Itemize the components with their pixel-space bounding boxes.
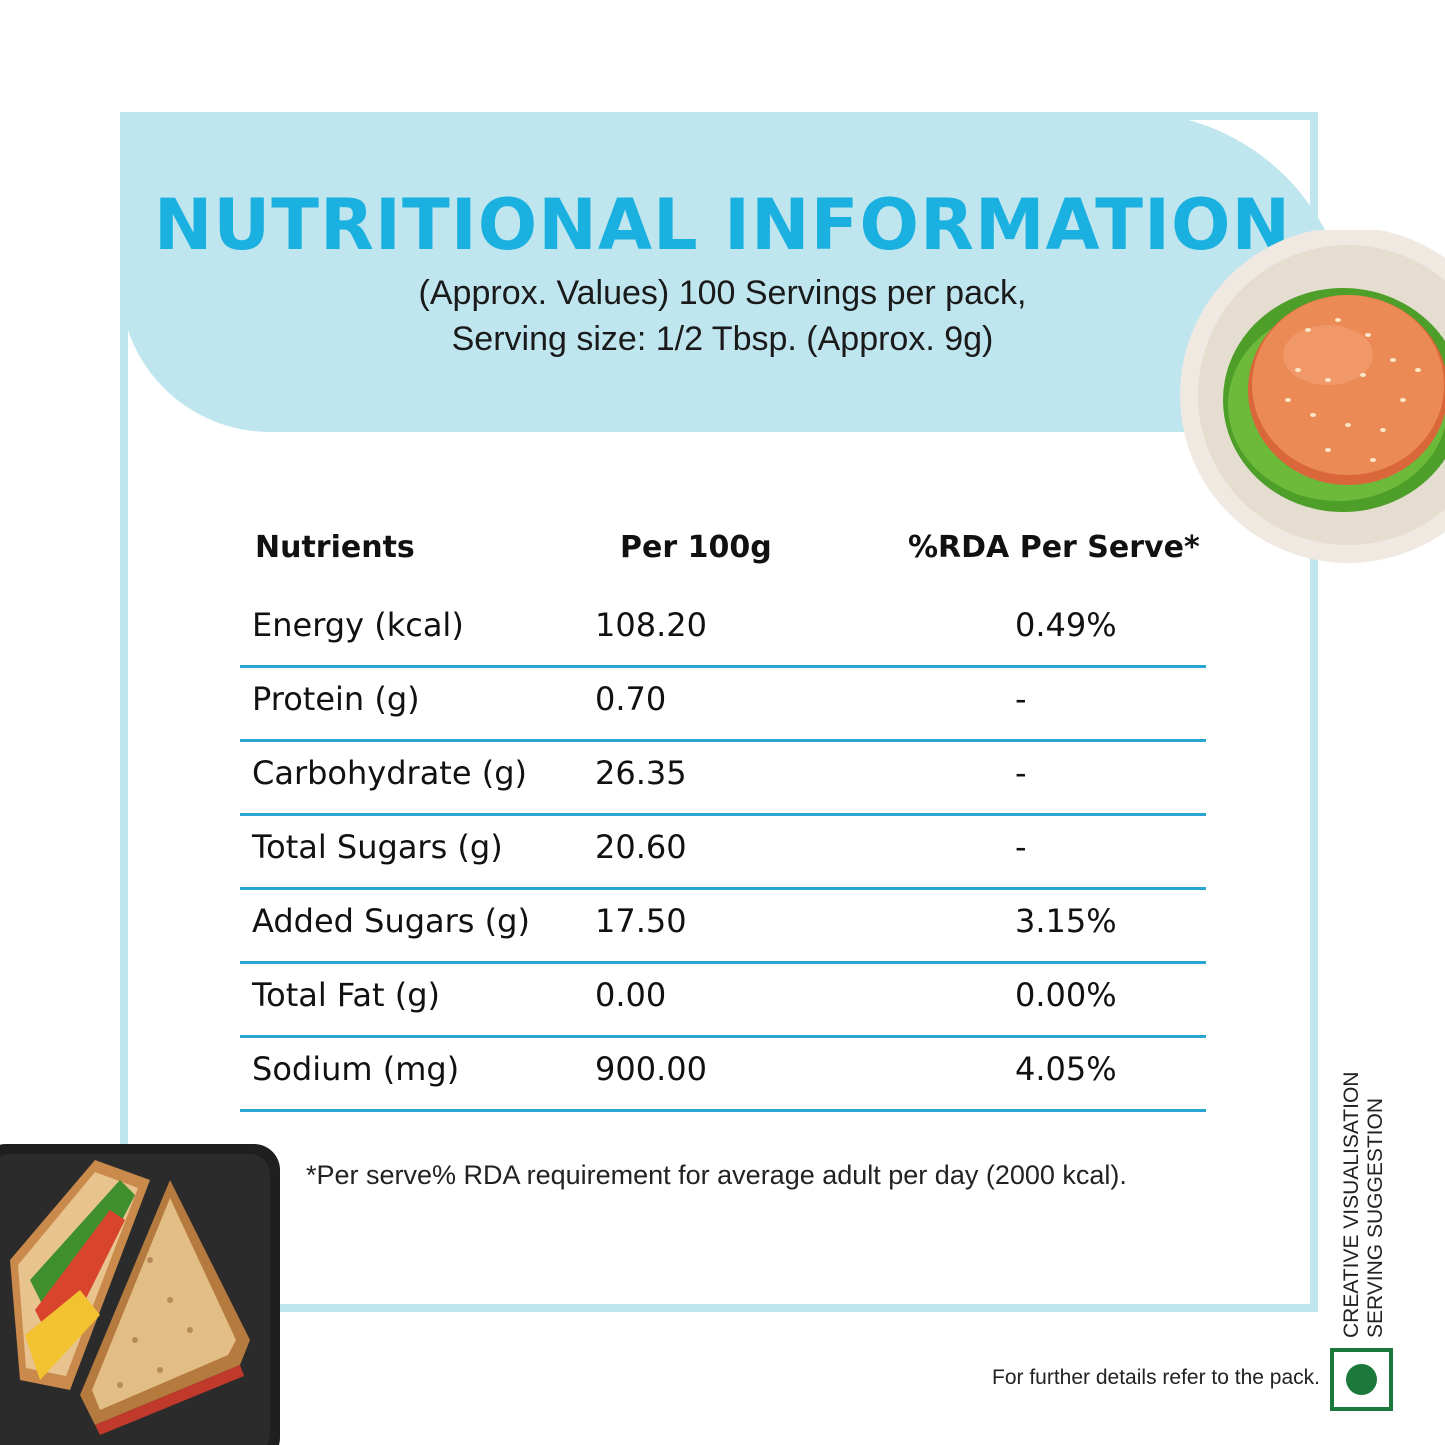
nutrient-name: Total Sugars (g) [252, 828, 503, 866]
header-nutrients: Nutrients [255, 530, 415, 565]
header-band [120, 112, 1350, 432]
rda-value: - [1015, 754, 1027, 792]
per-100g-value: 108.20 [595, 606, 707, 644]
subtitle-servings: (Approx. Values) 100 Servings per pack, [418, 274, 1027, 312]
burger-plate-image [1180, 230, 1445, 563]
rda-value: 0.49% [1015, 606, 1117, 644]
per-100g-value: 0.00 [595, 976, 667, 1014]
table-row: Protein (g) 0.70 - [240, 668, 1206, 742]
further-details-note: For further details refer to the pack. [992, 1366, 1320, 1389]
page-title: NUTRITIONAL INFORMATION [153, 184, 1292, 266]
creative-visualisation-label: CREATIVE VISUALISATION [1340, 1071, 1363, 1338]
header-rda-per-serve: %RDA Per Serve* [908, 530, 1200, 565]
nutrient-name: Energy (kcal) [252, 606, 464, 644]
subtitle-serving-size: Serving size: 1/2 Tbsp. (Approx. 9g) [451, 320, 994, 358]
header-per-100g: Per 100g [620, 530, 772, 565]
table-row: Carbohydrate (g) 26.35 - [240, 742, 1206, 816]
nutrient-name: Sodium (mg) [252, 1050, 460, 1088]
per-100g-value: 17.50 [595, 902, 687, 940]
table-row: Energy (kcal) 108.20 0.49% [240, 594, 1206, 668]
nutrient-name: Carbohydrate (g) [252, 754, 527, 792]
rda-value: - [1015, 680, 1027, 718]
serving-suggestion-note: CREATIVE VISUALISATION SERVING SUGGESTIO… [1340, 1072, 1388, 1338]
table-row: Total Fat (g) 0.00 0.00% [240, 964, 1206, 1038]
per-100g-value: 26.35 [595, 754, 687, 792]
nutrient-name: Protein (g) [252, 680, 420, 718]
rda-value: 0.00% [1015, 976, 1117, 1014]
per-100g-value: 20.60 [595, 828, 687, 866]
rda-value: 4.05% [1015, 1050, 1117, 1088]
rda-value: - [1015, 828, 1027, 866]
per-100g-value: 0.70 [595, 680, 667, 718]
serving-suggestion-label: SERVING SUGGESTION [1364, 1098, 1387, 1338]
per-100g-value: 900.00 [595, 1050, 707, 1088]
nutrient-name: Total Fat (g) [252, 976, 440, 1014]
veg-dot-icon [1346, 1364, 1377, 1395]
rda-footnote: *Per serve% RDA requirement for average … [306, 1160, 1127, 1190]
sandwich-plate-image [0, 1144, 280, 1445]
veg-symbol-icon [1330, 1348, 1393, 1411]
table-row: Added Sugars (g) 17.50 3.15% [240, 890, 1206, 964]
rda-value: 3.15% [1015, 902, 1117, 940]
table-row: Total Sugars (g) 20.60 - [240, 816, 1206, 890]
nutrient-name: Added Sugars (g) [252, 902, 530, 940]
table-row: Sodium (mg) 900.00 4.05% [240, 1038, 1206, 1112]
